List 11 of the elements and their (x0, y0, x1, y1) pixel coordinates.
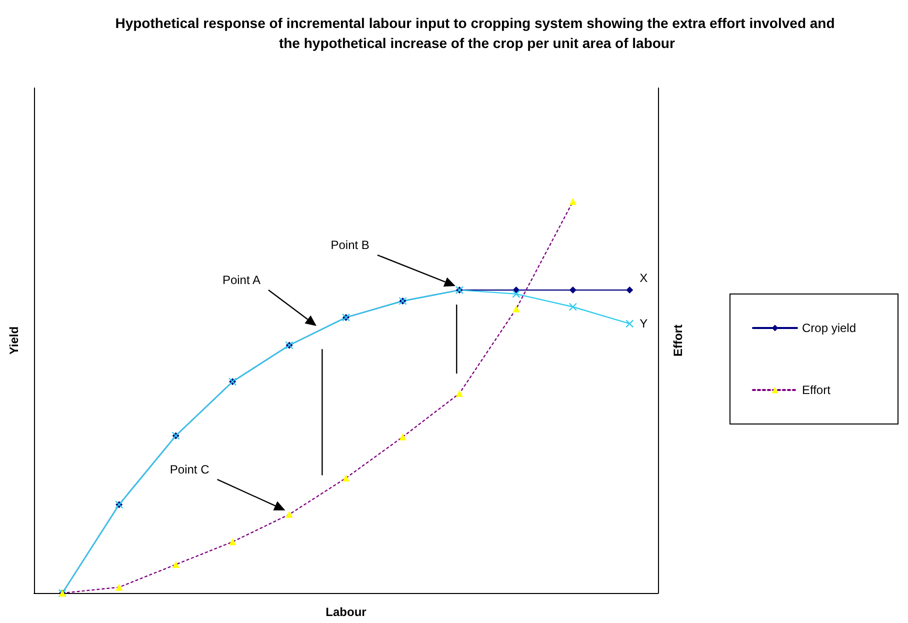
annotation: Point A (222, 272, 260, 287)
y2-axis-title: Effort (671, 324, 685, 357)
x-axis-title: Labour (326, 605, 367, 619)
y-axis-title: Yield (7, 326, 21, 355)
chart-title: Hypothetical response of incremental labour input to cropping system showing the extra effort involved and the hypothetical increase of the crop per unit area of labour (115, 15, 835, 51)
legend-label: Effort (802, 383, 832, 397)
legend-label: Crop yield (802, 321, 856, 335)
annotation: X (640, 271, 648, 286)
annotation: Point C (170, 462, 210, 476)
annotation: Y (640, 316, 648, 331)
annotation: Point B (330, 238, 370, 252)
